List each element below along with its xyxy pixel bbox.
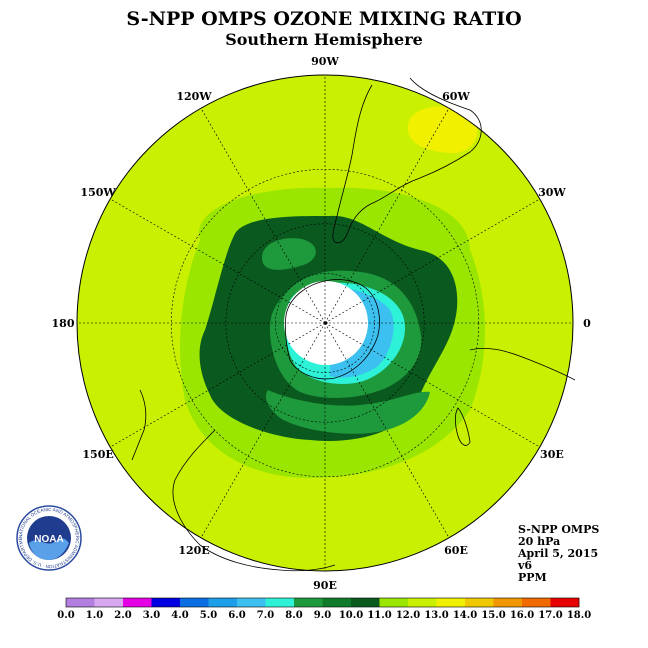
date-label: April 5, 2015: [518, 547, 599, 560]
longitude-label: 60W: [442, 90, 470, 103]
logo-text: NOAA: [34, 534, 63, 545]
new-zealand-coast: [131, 389, 147, 461]
version-label: v6: [518, 559, 533, 572]
longitude-label: 30E: [540, 448, 564, 461]
meridian-line: [110, 198, 326, 324]
info-panel: S-NPP OMPS 20 hPa April 5, 2015 v6 PPM: [518, 524, 599, 584]
longitude-label: 30W: [538, 186, 566, 199]
meridian-line: [200, 322, 326, 538]
longitude-labels: 90W 60W 30W 0 30E 60E 90E 120E 150E 180 150W 120W: [52, 55, 592, 592]
meridian-line: [110, 322, 326, 448]
antarctica-coast: [284, 279, 380, 380]
noaa-logo: NOAA NATIONAL OCEANIC AND ATMOSPHERIC AD…: [14, 501, 82, 575]
meridian-line: [324, 322, 540, 448]
region-8-9-patch-a: [262, 238, 316, 270]
pole-marker: [324, 321, 328, 325]
south-america-coast: [332, 77, 482, 244]
longitude-label: 60E: [444, 544, 468, 557]
instrument-label: S-NPP OMPS: [518, 523, 600, 536]
longitude-label: 150E: [82, 448, 113, 461]
latitude-circle: [225, 223, 425, 423]
meridian-line: [324, 322, 450, 538]
map-subtitle: Southern Hemisphere: [225, 30, 423, 49]
longitude-label: 180: [52, 317, 75, 330]
longitude-label: 0: [583, 317, 591, 330]
meridian-line: [324, 108, 450, 324]
australia-coast: [172, 429, 336, 572]
graticule: [77, 75, 573, 571]
longitude-label: 120W: [176, 90, 212, 103]
region-13-14: [407, 106, 478, 154]
longitude-label: 90E: [313, 579, 337, 592]
longitude-label: 120E: [178, 544, 209, 557]
madagascar-coast: [454, 407, 471, 446]
map-border: [76, 74, 574, 572]
latitude-circle: [275, 273, 375, 373]
units-label: PPM: [518, 571, 547, 584]
longitude-label: 150W: [80, 186, 116, 199]
map-title: S-NPP OMPS OZONE MIXING RATIO: [126, 8, 522, 30]
level-label: 20 hPa: [518, 535, 561, 548]
meridian-line: [200, 108, 326, 324]
meridian-line: [324, 198, 540, 324]
coastlines: [131, 77, 576, 572]
latitude-circle: [170, 168, 480, 478]
africa-coast: [469, 347, 576, 381]
region-8-9-lower: [265, 390, 430, 434]
longitude-label: 90W: [311, 55, 339, 68]
